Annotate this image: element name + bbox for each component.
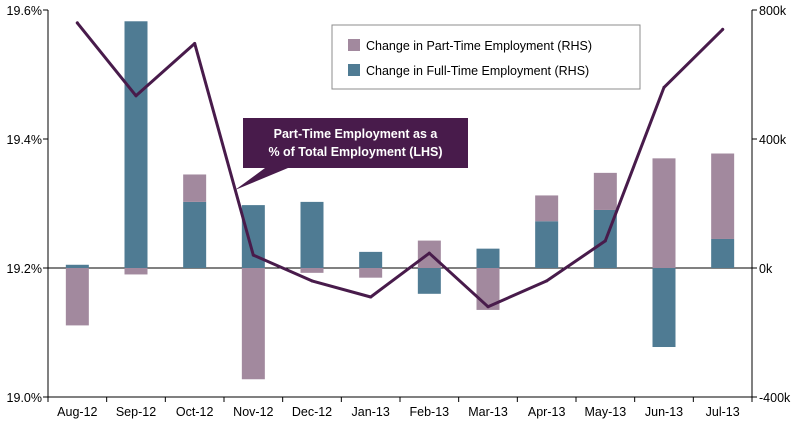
x-tick-label: Jun-13 — [645, 405, 683, 419]
bar-part-time — [65, 268, 89, 326]
bar-full-time — [711, 238, 735, 268]
legend-swatch-full-time — [348, 64, 360, 76]
x-tick-label: Feb-13 — [410, 405, 450, 419]
callout-box — [235, 118, 468, 190]
x-tick-label: May-13 — [584, 405, 626, 419]
bar-full-time — [652, 268, 676, 348]
x-tick-label: Mar-13 — [468, 405, 508, 419]
x-tick-label: Jan-13 — [352, 405, 390, 419]
x-tick-label: Sep-12 — [116, 405, 156, 419]
line-point — [662, 85, 666, 89]
left-tick-label: 19.0% — [7, 391, 42, 405]
bar-part-time — [711, 153, 735, 239]
bars — [65, 21, 735, 380]
bar-part-time — [535, 195, 559, 222]
right-tick-label: 400k — [759, 133, 787, 147]
bar-full-time — [124, 21, 148, 268]
x-tick-label: Oct-12 — [176, 405, 214, 419]
x-tick-label: Nov-12 — [233, 405, 273, 419]
line-point — [427, 251, 431, 255]
line-callout: Part-Time Employment as a % of Total Emp… — [235, 118, 468, 190]
callout-text-line2: % of Total Employment (LHS) — [268, 145, 442, 159]
right-tick-label: 800k — [759, 4, 787, 18]
bar-full-time — [183, 201, 207, 268]
bar-part-time — [124, 268, 148, 275]
left-tick-label: 19.6% — [7, 4, 42, 18]
line-point — [310, 279, 314, 283]
line-point — [603, 239, 607, 243]
bar-full-time — [359, 251, 383, 268]
x-tick-label: Aug-12 — [57, 405, 97, 419]
left-tick-label: 19.4% — [7, 133, 42, 147]
line-point — [486, 305, 490, 309]
line-point — [193, 42, 197, 46]
line-layer — [75, 21, 725, 309]
right-tick-label: 0k — [759, 262, 773, 276]
bar-part-time — [652, 158, 676, 268]
line-point — [134, 94, 138, 98]
bar-full-time — [417, 268, 441, 294]
bar-part-time — [300, 268, 324, 273]
x-tick-label: Jul-13 — [706, 405, 740, 419]
line-part-time-share — [75, 21, 725, 309]
bar-full-time — [65, 264, 89, 268]
callout-text-line1: Part-Time Employment as a — [274, 127, 439, 141]
bar-part-time — [593, 172, 617, 210]
line-point — [369, 295, 373, 299]
right-tick-label: -400k — [759, 391, 791, 405]
legend-label-full-time: Change in Full-Time Employment (RHS) — [366, 64, 589, 78]
bar-part-time — [183, 174, 207, 202]
line-point — [721, 27, 725, 31]
line-point — [251, 253, 255, 257]
legend: Change in Part-Time Employment (RHS) Cha… — [331, 24, 641, 90]
x-tick-label: Apr-13 — [528, 405, 566, 419]
line-point — [75, 21, 79, 25]
bar-part-time — [359, 268, 383, 278]
legend-swatch-part-time — [348, 39, 360, 51]
line-point — [545, 279, 549, 283]
bar-full-time — [241, 205, 265, 268]
x-tick-label: Dec-12 — [292, 405, 332, 419]
bar-full-time — [535, 221, 559, 268]
bar-full-time — [476, 248, 500, 268]
left-tick-label: 19.2% — [7, 262, 42, 276]
bar-part-time — [241, 268, 265, 380]
bar-full-time — [300, 201, 324, 268]
legend-box — [331, 24, 641, 90]
legend-label-part-time: Change in Part-Time Employment (RHS) — [366, 39, 592, 53]
axis-ticks: 19.0% 19.2% 19.4% 19.6% -400k 0k 400k 800k Aug-1… — [7, 4, 791, 419]
